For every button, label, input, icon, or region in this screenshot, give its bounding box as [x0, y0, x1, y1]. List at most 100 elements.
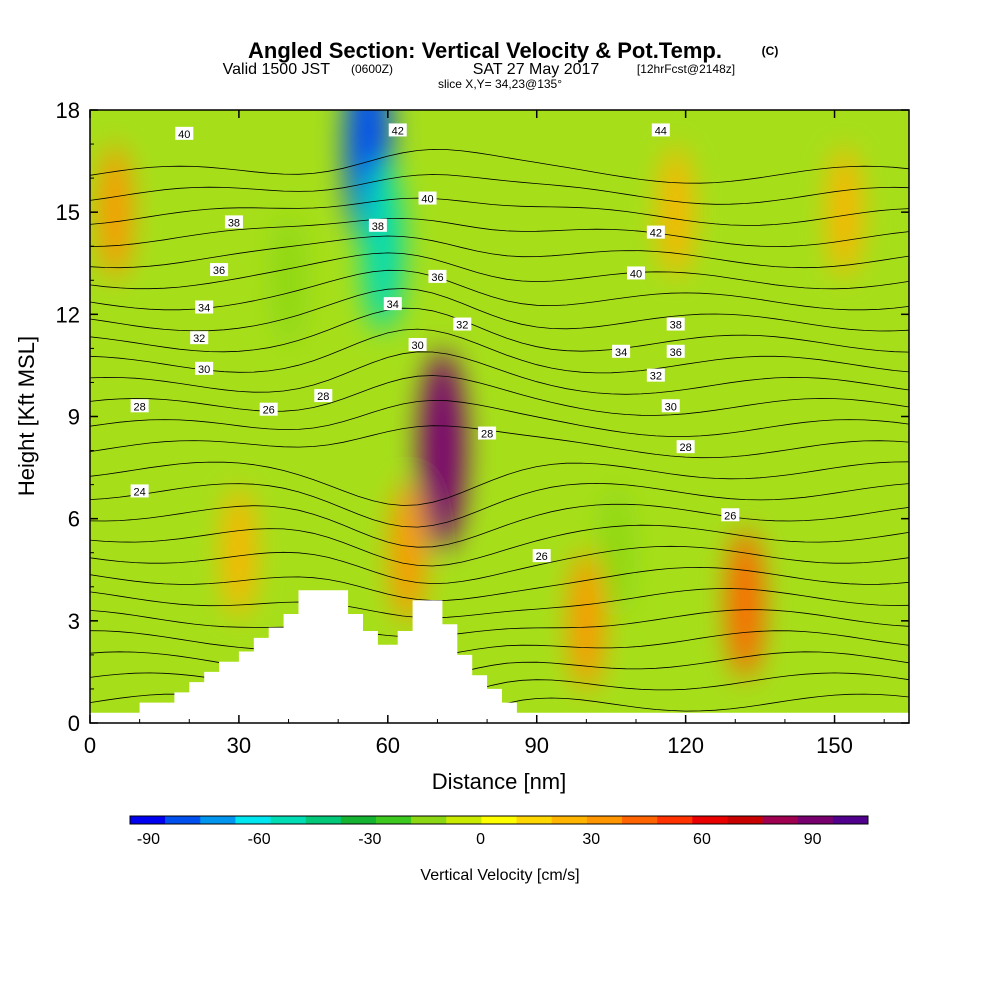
contour-label-text: 32 — [456, 320, 468, 332]
colorbar-tick-label: -30 — [358, 831, 381, 848]
theta-contours — [90, 148, 909, 723]
theta-contour-line — [90, 566, 909, 601]
colorbar-segment — [235, 816, 271, 824]
contour-label-text: 34 — [615, 347, 627, 359]
contour-label: 42 — [388, 123, 407, 137]
contour-label-text: 38 — [372, 221, 384, 233]
contour-label-box — [195, 361, 214, 375]
contour-label: 38 — [224, 215, 243, 229]
contour-label-box — [666, 317, 685, 331]
y-tick-label: 6 — [68, 507, 80, 532]
contour-label: 30 — [408, 337, 427, 352]
contour-label: 42 — [646, 225, 665, 240]
colorbar-title: Vertical Velocity [cm/s] — [420, 867, 579, 884]
contour-label-text: 28 — [680, 442, 692, 454]
chart-title: Angled Section: Vertical Velocity & Pot.… — [248, 38, 722, 63]
theta-contour-line — [90, 217, 909, 248]
colorbar-segment — [270, 816, 307, 824]
colorbar-segment — [165, 816, 201, 824]
subtitle-zulu: (0600Z) — [351, 62, 393, 76]
velocity-feature-5 — [222, 487, 255, 618]
y-tick-label: 15 — [56, 200, 80, 225]
contour-label-box — [651, 123, 670, 137]
colorbar: -90 -60 -30 0 30 60 90 — [129, 815, 869, 848]
theta-contour-line — [90, 609, 909, 638]
contour-label-box — [130, 399, 149, 413]
contour-label: 26 — [259, 402, 278, 417]
contour-label-box — [383, 297, 402, 311]
colorbar-segment — [446, 816, 482, 824]
contour-label-text: 40 — [630, 268, 642, 280]
x-tick-label: 30 — [227, 733, 251, 758]
theta-contour-line — [90, 269, 909, 311]
contour-label-text: 26 — [724, 510, 736, 522]
x-tick-label: 0 — [84, 733, 96, 758]
contour-label-box — [532, 549, 551, 563]
colorbar-frame — [129, 815, 869, 825]
colorbar-segment — [305, 816, 342, 824]
colorbar-tick-label: 60 — [693, 831, 711, 848]
colorbar-segment — [586, 816, 623, 824]
theta-contour-line — [90, 524, 909, 567]
contour-label: 28 — [478, 426, 497, 441]
contour-label-box — [388, 123, 407, 137]
contour-label-text: 32 — [650, 371, 662, 383]
contour-label-box — [478, 426, 497, 440]
contour-label-text: 36 — [670, 347, 682, 359]
x-axis-title: Distance [nm] — [432, 769, 567, 794]
colorbar-tick-label: 30 — [582, 831, 600, 848]
contour-label-box — [453, 317, 472, 331]
colorbar-tick-label: 0 — [476, 831, 485, 848]
contour-label-box — [408, 337, 427, 351]
theta-contour-line — [90, 148, 909, 184]
theta-contour-line — [90, 174, 909, 205]
contour-label: 24 — [130, 484, 149, 498]
x-tick-label: 150 — [816, 733, 853, 758]
contour-label-box — [646, 368, 665, 382]
x-tick-label: 90 — [524, 733, 548, 758]
contour-label: 32 — [190, 331, 209, 345]
contour-label: 28 — [130, 399, 149, 413]
contour-label-text: 26 — [263, 405, 275, 417]
contour-label: 28 — [676, 440, 695, 454]
contour-label: 40 — [627, 266, 645, 280]
contour-label-text: 42 — [392, 125, 404, 137]
x-tick-label: 120 — [667, 733, 704, 758]
contour-label: 34 — [195, 300, 214, 315]
colorbar-segment — [832, 816, 869, 824]
contour-label-text: 32 — [193, 333, 205, 345]
contour-label-text: 42 — [650, 228, 662, 240]
contour-label-box — [368, 218, 387, 232]
contour-label: 26 — [532, 549, 551, 563]
theta-contour-line — [90, 252, 909, 290]
terrain-mask — [90, 590, 909, 723]
contour-label-text: 28 — [481, 429, 493, 441]
theta-contour-line — [90, 482, 909, 528]
velocity-feature-7 — [727, 528, 764, 679]
contour-label-box — [224, 215, 243, 229]
contour-label-text: 28 — [134, 401, 146, 413]
contour-label: 40 — [175, 126, 194, 141]
contour-label-box — [130, 484, 149, 498]
contour-label-text: 30 — [411, 340, 423, 352]
contour-label-box — [676, 440, 695, 454]
colorbar-segment — [411, 816, 447, 824]
theta-contour-line — [90, 399, 909, 437]
contour-label-text: 26 — [536, 551, 548, 563]
colorbar-tick-label: 90 — [804, 831, 822, 848]
y-tick-label: 9 — [68, 405, 80, 430]
contour-label-text: 38 — [670, 320, 682, 332]
y-tick-label: 0 — [68, 711, 80, 736]
contour-label-text: 34 — [198, 303, 210, 315]
contour-label-box — [190, 331, 209, 345]
theta-contour-line — [90, 375, 909, 416]
theta-contour-line — [90, 425, 909, 459]
contour-label-text: 40 — [178, 129, 190, 141]
colorbar-tick-label: -60 — [248, 831, 271, 848]
contour-label: 30 — [195, 361, 214, 376]
colorbar-segment — [692, 816, 728, 824]
subtitle-valid: Valid 1500 JST — [223, 61, 331, 78]
contour-label: 28 — [314, 389, 333, 403]
chart-title-unit: (C) — [762, 44, 779, 58]
